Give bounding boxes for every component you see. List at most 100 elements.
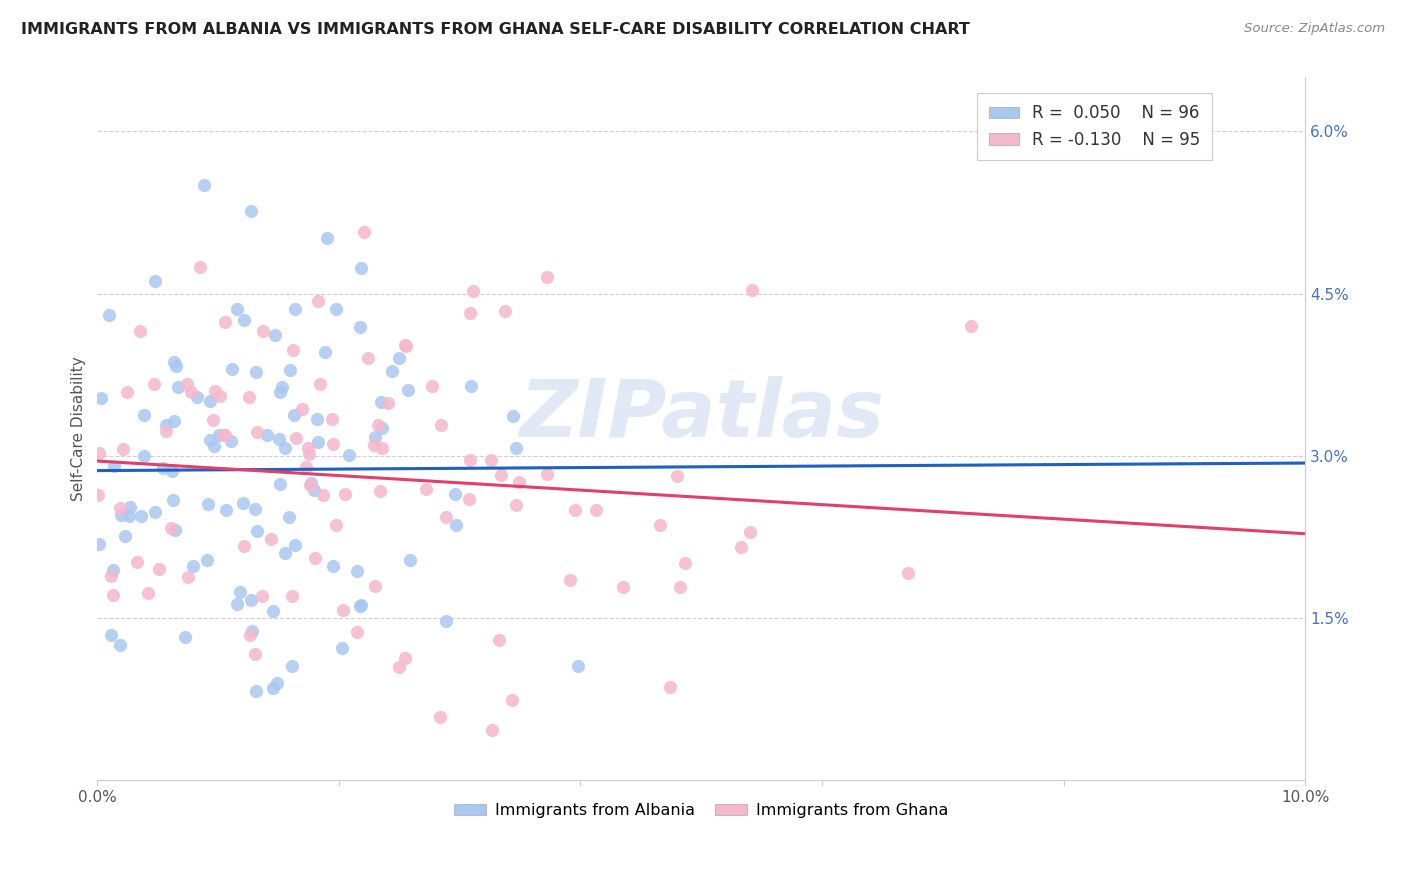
Point xyxy=(443,487,465,501)
Point xyxy=(307,293,329,308)
Point xyxy=(197,497,219,511)
Point xyxy=(481,452,503,467)
Point xyxy=(399,552,422,566)
Point xyxy=(239,628,262,642)
Point xyxy=(669,580,692,594)
Point xyxy=(240,624,263,638)
Point xyxy=(127,555,149,569)
Point xyxy=(350,598,373,612)
Point xyxy=(200,433,222,447)
Point xyxy=(395,339,418,353)
Point xyxy=(148,561,170,575)
Point xyxy=(155,424,177,438)
Point xyxy=(110,501,132,516)
Point xyxy=(284,302,307,317)
Point xyxy=(115,385,138,400)
Point xyxy=(155,417,177,432)
Point xyxy=(193,178,215,193)
Point xyxy=(312,488,335,502)
Point xyxy=(252,324,274,338)
Point xyxy=(128,324,150,338)
Point xyxy=(363,578,385,592)
Point xyxy=(110,508,132,523)
Point xyxy=(298,447,321,461)
Point xyxy=(536,270,558,285)
Point xyxy=(388,660,411,674)
Point xyxy=(446,518,468,533)
Point xyxy=(243,647,266,661)
Point xyxy=(174,631,197,645)
Point xyxy=(377,396,399,410)
Point xyxy=(250,589,273,603)
Point xyxy=(370,484,392,499)
Point xyxy=(316,230,339,244)
Point xyxy=(274,441,297,455)
Point xyxy=(281,589,304,603)
Point xyxy=(371,441,394,455)
Point xyxy=(214,428,236,442)
Point xyxy=(101,588,124,602)
Point xyxy=(212,428,235,442)
Point xyxy=(229,584,252,599)
Point xyxy=(188,260,211,275)
Point xyxy=(564,503,586,517)
Point xyxy=(460,379,482,393)
Point xyxy=(198,394,221,409)
Point xyxy=(322,559,344,574)
Point xyxy=(325,518,347,533)
Point xyxy=(346,625,368,640)
Point xyxy=(262,604,284,618)
Text: IMMIGRANTS FROM ALBANIA VS IMMIGRANTS FROM GHANA SELF-CARE DISABILITY CORRELATIO: IMMIGRANTS FROM ALBANIA VS IMMIGRANTS FR… xyxy=(21,22,970,37)
Point xyxy=(381,364,404,378)
Point xyxy=(294,459,316,474)
Point xyxy=(429,710,451,724)
Point xyxy=(415,482,437,496)
Point xyxy=(299,478,322,492)
Point xyxy=(299,475,322,490)
Point xyxy=(136,586,159,600)
Point xyxy=(536,467,558,482)
Point xyxy=(208,427,231,442)
Point xyxy=(458,453,481,467)
Point xyxy=(434,614,457,628)
Point xyxy=(434,510,457,524)
Point xyxy=(118,509,141,524)
Point xyxy=(90,391,112,405)
Point xyxy=(349,599,371,613)
Point xyxy=(134,408,156,422)
Point xyxy=(274,546,297,560)
Point xyxy=(502,409,524,423)
Point xyxy=(461,285,484,299)
Point xyxy=(87,446,110,460)
Point xyxy=(337,448,360,462)
Point xyxy=(245,365,267,379)
Point xyxy=(271,379,294,393)
Point xyxy=(357,351,380,366)
Point xyxy=(291,402,314,417)
Point xyxy=(481,723,503,738)
Point xyxy=(143,376,166,391)
Point xyxy=(350,261,373,276)
Point xyxy=(666,468,689,483)
Point xyxy=(960,318,983,333)
Point xyxy=(100,569,122,583)
Point xyxy=(219,434,242,448)
Point xyxy=(245,684,267,698)
Point xyxy=(132,449,155,463)
Text: Source: ZipAtlas.com: Source: ZipAtlas.com xyxy=(1244,22,1385,36)
Point xyxy=(160,464,183,478)
Point xyxy=(209,389,232,403)
Point xyxy=(367,417,389,432)
Point xyxy=(612,581,634,595)
Point xyxy=(103,458,125,473)
Point xyxy=(650,517,672,532)
Point xyxy=(346,564,368,578)
Point xyxy=(267,432,290,446)
Point xyxy=(87,488,110,502)
Point xyxy=(163,414,186,428)
Point xyxy=(501,693,523,707)
Point xyxy=(457,491,479,506)
Point xyxy=(363,438,385,452)
Point xyxy=(226,301,249,316)
Point xyxy=(240,204,263,219)
